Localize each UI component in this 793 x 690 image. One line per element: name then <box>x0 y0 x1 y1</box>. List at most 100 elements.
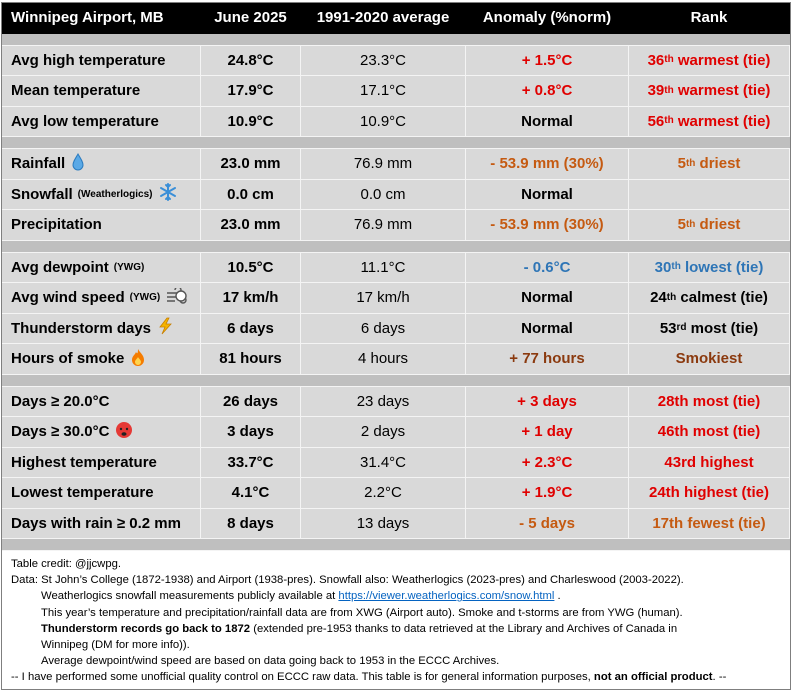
row-label: Precipitation <box>11 216 102 234</box>
rank-text: warmest (tie) <box>673 82 771 100</box>
rank-number: 24 <box>650 289 667 307</box>
rank-text: driest <box>695 155 741 173</box>
icon <box>157 317 173 339</box>
header-row: Winnipeg Airport, MB June 2025 1991-2020 a… <box>2 3 790 34</box>
row-label: Days ≥ 20.0°C <box>11 392 110 410</box>
value-cell: 26 days <box>201 386 301 417</box>
rank-cell: 17th fewest (tie) <box>629 508 790 539</box>
normal-cell: 0.0 cm <box>301 179 466 210</box>
value-cell: 81 hours <box>201 344 301 375</box>
rank-number: 36 <box>647 51 665 69</box>
data-row: Days ≥ 30.0°C 3 days 2 days + 1 day 46th mos… <box>2 417 790 448</box>
rank-cell: 24th highest (tie) <box>629 478 790 509</box>
footer-line: Average dewpoint/wind speed are based on… <box>11 653 790 669</box>
separator <box>2 240 790 253</box>
value-cell: 4.1°C <box>201 478 301 509</box>
data-row: Lowest temperature 4.1°C 2.2°C + 1.9°C 24th … <box>2 478 790 509</box>
value-cell: 0.0 cm <box>201 179 301 210</box>
data-row: Hours of smoke 81 hours 4 hours + 77 hours S… <box>2 344 790 375</box>
rank-text: most (tie) <box>686 319 759 337</box>
icon <box>159 183 177 205</box>
anomaly-cell: Normal <box>466 283 629 314</box>
footer-line: -- I have performed some unofficial qual… <box>11 669 790 685</box>
anomaly-cell: Normal <box>466 179 629 210</box>
footer-text: This year’s temperature and precipitatio… <box>41 606 683 619</box>
anomaly-cell: + 3 days <box>466 386 629 417</box>
value-cell: 23.0 mm <box>201 149 301 180</box>
rank-cell: 43rd highest <box>629 447 790 478</box>
data-row: Days with rain ≥ 0.2 mm 8 days 13 days - 5 … <box>2 508 790 539</box>
row-label: Avg wind speed <box>11 289 125 307</box>
row-note: (YWG) <box>129 292 161 304</box>
value-cell: 33.7°C <box>201 447 301 478</box>
row-label-cell: Snowfall (Weatherlogics) <box>2 179 201 210</box>
icon <box>71 152 85 175</box>
header-cell: Anomaly (%norm) <box>466 3 629 34</box>
rank-number: 5 <box>677 155 686 173</box>
header-cell: Rank <box>629 3 790 34</box>
row-label: Snowfall <box>11 185 73 203</box>
data-row: Avg low temperature 10.9°C 10.9°C Normal 56 t… <box>2 106 790 137</box>
footer-text: Data: St John’s College (1872-1938) and … <box>11 574 684 587</box>
anomaly-cell: - 53.9 mm (30%) <box>466 149 629 180</box>
icon <box>115 421 133 443</box>
value-cell: 23.0 mm <box>201 210 301 241</box>
rank-number: 39 <box>647 82 665 100</box>
footer-text: not an official product <box>593 671 713 684</box>
separator <box>2 539 790 551</box>
header-cell: June 2025 <box>201 3 301 34</box>
normal-cell: 76.9 mm <box>301 210 466 241</box>
normal-cell: 13 days <box>301 508 466 539</box>
footer-text: Average dewpoint/wind speed are based on… <box>41 655 500 668</box>
normal-cell: 2 days <box>301 417 466 448</box>
row-label-cell: Rainfall <box>2 149 201 180</box>
value-cell: 17 km/h <box>201 283 301 314</box>
anomaly-cell: + 1.5°C <box>466 45 629 76</box>
row-label: Mean temperature <box>11 82 141 100</box>
row-label: Avg high temperature <box>11 51 166 69</box>
row-label-cell: Lowest temperature <box>2 478 201 509</box>
footer-text: Weatherlogics snowfall measurements publ… <box>41 590 339 603</box>
row-label-cell: Avg wind speed (YWG) <box>2 283 201 314</box>
rank-text: warmest (tie) <box>673 112 771 130</box>
row-label-cell: Days ≥ 30.0°C <box>2 417 201 448</box>
normal-cell: 10.9°C <box>301 106 466 137</box>
footer-text: -- I have performed some unofficial qual… <box>11 671 594 684</box>
value-cell: 10.5°C <box>201 252 301 283</box>
footer-line: Winnipeg (DM for more info)). <box>11 637 790 653</box>
data-row: Avg wind speed (YWG) 17 km/h 17 km/h Normal 2… <box>2 283 790 314</box>
value-cell: 3 days <box>201 417 301 448</box>
footer-text: Table credit: @jjcwpg. <box>11 558 122 570</box>
icon <box>130 348 146 370</box>
row-label: Hours of smoke <box>11 350 125 368</box>
rank-cell: 46th most (tie) <box>629 417 790 448</box>
normal-cell: 17 km/h <box>301 283 466 314</box>
footer-text: Winnipeg (DM for more info)). <box>41 639 190 652</box>
normal-cell: 6 days <box>301 313 466 344</box>
value-cell: 10.9°C <box>201 106 301 137</box>
anomaly-cell: Normal <box>466 313 629 344</box>
normal-cell: 23.3°C <box>301 45 466 76</box>
footer-line: Data: St John’s College (1872-1938) and … <box>11 572 790 588</box>
rank-text: driest <box>695 216 741 234</box>
row-note: (Weatherlogics) <box>77 188 153 200</box>
footer-text: . <box>554 590 561 603</box>
link[interactable]: https://viewer.weatherlogics.com/snow.ht… <box>338 590 555 603</box>
footer-line: Table credit: @jjcwpg. <box>11 556 790 572</box>
row-label-cell: Mean temperature <box>2 76 201 107</box>
data-row: Snowfall (Weatherlogics) 0.0 cm 0.0 cm Norma… <box>2 179 790 210</box>
row-label: Avg low temperature <box>11 112 159 130</box>
anomaly-cell: Normal <box>466 106 629 137</box>
rank-cell <box>629 179 790 210</box>
row-label-cell: Avg dewpoint (YWG) <box>2 252 201 283</box>
data-row: Precipitation 23.0 mm 76.9 mm - 53.9 mm (30… <box>2 210 790 241</box>
header-cell: Winnipeg Airport, MB <box>2 3 201 34</box>
